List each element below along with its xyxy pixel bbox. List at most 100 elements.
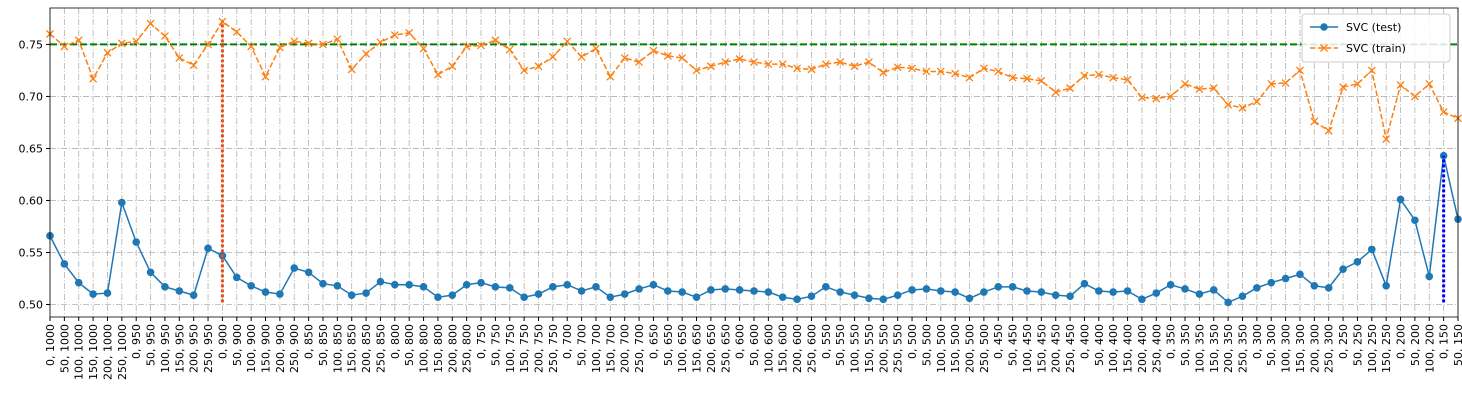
- x-tick-label: 50, 500: [920, 324, 933, 366]
- point: [189, 291, 198, 299]
- x-tick-label: 100, 550: [849, 324, 862, 373]
- x-tick-label: 100, 600: [762, 324, 775, 373]
- series-line: [49, 20, 1459, 140]
- point: [936, 67, 945, 76]
- point: [1037, 288, 1046, 296]
- x-tick-label: 150, 800: [432, 324, 445, 373]
- point: [1238, 103, 1247, 112]
- x-tick-label: 150, 450: [1035, 324, 1048, 373]
- point: [189, 61, 198, 70]
- x-tick-label: 100, 350: [1193, 324, 1206, 373]
- point: [232, 273, 241, 282]
- x-tick-label: 0, 300: [1251, 324, 1264, 359]
- point: [132, 37, 141, 46]
- point: [649, 46, 658, 55]
- x-tick-label: 100, 900: [245, 324, 258, 373]
- point: [534, 62, 543, 71]
- point: [117, 39, 126, 48]
- point: [951, 288, 959, 296]
- point: [1396, 81, 1405, 89]
- x-tick-label: 100, 300: [1280, 324, 1293, 373]
- point: [879, 295, 888, 304]
- point: [678, 53, 687, 62]
- x-tick-label: 250, 350: [1236, 324, 1249, 373]
- x-tick-label: 50, 300: [1265, 324, 1278, 366]
- legend-marker: [1320, 23, 1328, 31]
- x-tick-label: 50, 350: [1179, 324, 1192, 366]
- point: [505, 45, 514, 54]
- x-tick-label: 150, 600: [777, 324, 790, 373]
- point: [692, 66, 701, 75]
- point: [1109, 288, 1117, 296]
- x-tick-label: 150, 350: [1208, 324, 1221, 373]
- point: [1382, 281, 1390, 290]
- x-tick-label: 0, 850: [303, 324, 316, 359]
- point: [376, 277, 385, 286]
- point: [1425, 79, 1434, 88]
- point: [563, 37, 572, 46]
- point: [405, 280, 413, 289]
- point: [592, 283, 600, 291]
- legend: SVC (test) SVC (train): [1301, 13, 1451, 63]
- y-tick-label: 0.50: [19, 299, 44, 312]
- point: [893, 291, 902, 299]
- y-tick-label: 0.60: [19, 194, 44, 207]
- x-tick-label: 250, 1000: [116, 324, 129, 380]
- point: [893, 63, 902, 72]
- x-tick-label: 150, 950: [173, 324, 186, 373]
- point: [591, 44, 600, 53]
- point: [1224, 298, 1232, 307]
- point: [261, 288, 270, 296]
- x-tick-label: 50, 700: [576, 324, 589, 366]
- point: [735, 286, 744, 294]
- point: [146, 19, 155, 28]
- x-tick-label: 0, 550: [820, 324, 833, 359]
- point: [1023, 74, 1031, 83]
- x-tick-label: 0, 150: [1438, 324, 1451, 359]
- point: [750, 287, 758, 295]
- x-tick-label: 100, 850: [331, 324, 344, 373]
- point: [232, 27, 241, 36]
- point: [1310, 281, 1319, 290]
- point: [1353, 258, 1362, 266]
- point: [807, 65, 816, 74]
- point: [1209, 84, 1218, 93]
- x-tick-label: 50, 800: [403, 324, 416, 366]
- point: [304, 268, 313, 277]
- x-tick-label: 200, 450: [1050, 324, 1063, 373]
- point: [1382, 135, 1391, 144]
- point: [1123, 75, 1132, 84]
- x-tick-label: 150, 400: [1122, 324, 1135, 373]
- x-tick-label: 100, 200: [1423, 324, 1436, 373]
- x-tick-label: 50, 900: [231, 324, 244, 366]
- x-tick-label: 250, 950: [202, 324, 215, 373]
- point: [304, 39, 313, 48]
- x-tick-label: 50, 600: [748, 324, 761, 366]
- point: [1310, 117, 1319, 126]
- x-tick-label: 200, 1000: [101, 324, 114, 380]
- point: [778, 60, 787, 69]
- point: [965, 294, 974, 303]
- x-tick-label: 150, 650: [691, 324, 704, 373]
- point: [1339, 83, 1348, 92]
- point: [1181, 285, 1189, 293]
- x-tick-label: 100, 450: [1021, 324, 1034, 373]
- x-tick-label: 100, 700: [590, 324, 603, 373]
- point: [391, 280, 399, 289]
- point: [1080, 71, 1089, 80]
- point: [1324, 126, 1333, 135]
- point: [1152, 94, 1161, 103]
- x-tick-label: 200, 800: [446, 324, 459, 373]
- point: [505, 284, 514, 292]
- point: [979, 64, 988, 73]
- point: [1066, 84, 1075, 93]
- point: [175, 287, 184, 295]
- point: [204, 40, 213, 49]
- x-tick-label: 250, 550: [892, 324, 905, 373]
- x-tick-label: 50, 250: [1351, 324, 1364, 366]
- point: [951, 69, 960, 78]
- point: [721, 58, 730, 67]
- legend-marker: [1320, 44, 1328, 52]
- legend-label: SVC (train): [1346, 42, 1406, 55]
